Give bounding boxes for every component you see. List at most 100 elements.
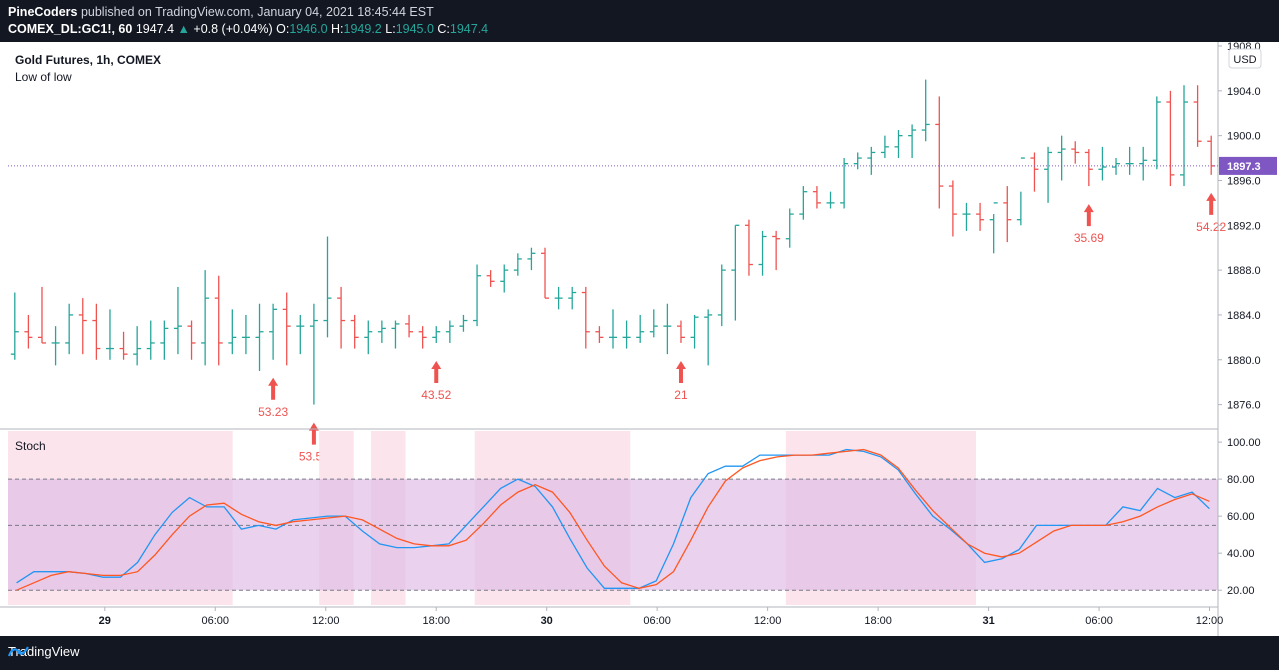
high-value: 1949.2 <box>343 22 382 36</box>
time-axis-label: 30 <box>541 615 553 627</box>
ohlc-bar <box>880 135 889 159</box>
chart-area[interactable]: 53.23 53.52 43.52 21 35.69 54.22 1876.0 1880.0… <box>0 42 1279 636</box>
ohlc-bar <box>418 326 427 349</box>
price-axis-label: 1880.0 <box>1227 355 1261 367</box>
ohlc-bar <box>935 96 944 209</box>
ohlc-bar <box>744 219 753 276</box>
ohlc-bar <box>241 314 250 355</box>
signal-arrow-icon <box>1206 192 1217 215</box>
publisher-name[interactable]: PineCoders <box>8 5 78 19</box>
signal-arrow-icon <box>1083 204 1094 227</box>
ohlc-bar <box>350 314 359 349</box>
price-change: +0.8 (+0.04%) <box>193 22 273 36</box>
ohlc-bar <box>1193 85 1202 147</box>
chart-header: PineCoders published on TradingView.com,… <box>0 0 1279 42</box>
close-value: 1947.4 <box>449 22 489 36</box>
ohlc-bar <box>377 320 386 343</box>
time-axis-label: 31 <box>982 615 994 627</box>
ohlc-bar <box>364 320 373 355</box>
ohlc-bar <box>663 303 672 355</box>
time-axis-label: 06:00 <box>202 615 230 627</box>
ohlc-bar <box>1016 157 1025 226</box>
stoch-axis-label: 20.00 <box>1227 585 1255 597</box>
ohlc-bar <box>1003 186 1012 243</box>
ohlc-bar <box>948 180 957 237</box>
stoch-line-k <box>16 448 1210 589</box>
ohlc-bar <box>500 264 509 293</box>
ohlc-bar <box>486 270 495 287</box>
time-axis-label: 29 <box>99 615 111 627</box>
ohlc-bar <box>921 79 930 142</box>
ohlc-bar <box>976 202 985 231</box>
low-label: L: <box>385 22 396 36</box>
ohlc-bar <box>595 326 604 343</box>
ohlc-bar <box>146 320 155 360</box>
signal-label: 43.52 <box>421 388 451 402</box>
ohlc-bar <box>309 303 318 405</box>
ohlc-bar <box>989 202 998 254</box>
current-price-tag <box>1219 156 1277 175</box>
ohlc-bar <box>609 309 617 349</box>
publish-text: published on TradingView.com, January 04… <box>77 5 434 19</box>
ohlc-bar <box>201 270 210 366</box>
signal-label: 54.22 <box>1196 220 1226 234</box>
ohlc-bar <box>812 186 821 209</box>
ohlc-bar <box>622 320 631 349</box>
ohlc-bar <box>133 326 142 366</box>
ohlc-bar <box>853 152 862 170</box>
symbol-name[interactable]: COMEX_DL:GC1!, 60 <box>8 22 133 36</box>
stoch-axis-label: 100.00 <box>1227 437 1261 449</box>
ohlc-bar <box>337 286 346 349</box>
stoch-axis-label: 60.00 <box>1227 511 1255 523</box>
ohlc-bar <box>704 309 713 366</box>
ohlc-bar <box>228 309 237 355</box>
signal-marker: 35.69 <box>1074 204 1104 245</box>
ohlc-bar <box>323 236 332 338</box>
ohlc-bar <box>459 314 468 332</box>
ohlc-bar <box>785 208 794 248</box>
stoch-axis-label: 80.00 <box>1227 474 1255 486</box>
ohlc-bar <box>105 309 114 360</box>
tradingview-logo[interactable]: TradingView <box>8 644 80 659</box>
ohlc-bar <box>1030 152 1039 192</box>
ohlc-bar <box>432 326 441 343</box>
ohlc-bar <box>255 303 264 371</box>
brand-name: TradingView <box>8 644 80 659</box>
time-axis-label: 12:00 <box>312 615 340 627</box>
signal-marker: 43.52 <box>421 360 452 402</box>
up-arrow-icon: ▲ <box>177 22 190 36</box>
stoch-pane-title: Stoch <box>15 439 46 453</box>
time-axis-label: 12:00 <box>1196 615 1224 627</box>
ohlc-bar <box>826 191 835 209</box>
price-axis-label: 1888.0 <box>1227 265 1261 277</box>
ohlc-bar <box>445 320 454 343</box>
axes: 1876.0 1880.0 1884.0 1888.0 1892.0 1896.0 1900… <box>0 42 1277 636</box>
ohlc-bar <box>1125 146 1134 175</box>
ohlc-bar <box>690 314 699 349</box>
ohlc-bar <box>92 303 101 360</box>
tradingview-icon <box>8 646 29 657</box>
price-axis-label: 1876.0 <box>1227 400 1261 412</box>
ohlc-bar <box>1071 141 1080 164</box>
signal-arrow-icon <box>431 360 442 383</box>
ohlc-bar <box>10 292 19 360</box>
high-label: H: <box>331 22 344 36</box>
signal-label: 35.69 <box>1074 231 1104 245</box>
ohlc-bar <box>867 146 876 175</box>
ohlc-bar <box>731 224 740 321</box>
indicator-label: Low of low <box>15 70 72 84</box>
ohlc-bar <box>799 186 808 220</box>
currency-button[interactable] <box>1228 48 1262 69</box>
time-axis-label: 06:00 <box>643 615 671 627</box>
ohlc-bar <box>119 331 128 360</box>
stoch-pane[interactable] <box>8 431 1279 605</box>
signal-label: 53.23 <box>258 405 288 419</box>
ohlc-bar <box>65 303 74 355</box>
signal-arrow-icon <box>308 422 319 445</box>
time-axis-label: 12:00 <box>754 615 782 627</box>
ohlc-bar <box>1139 146 1148 181</box>
ohlc-bar <box>568 286 577 310</box>
ohlc-bar <box>717 264 726 327</box>
